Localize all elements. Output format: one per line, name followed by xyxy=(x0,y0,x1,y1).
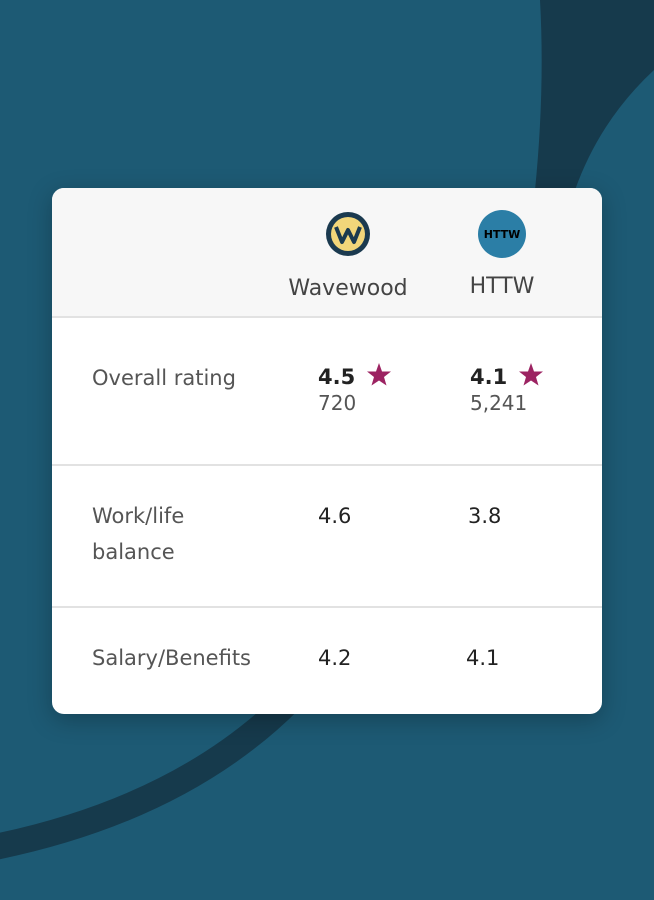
rating-cell: 4.5 720 xyxy=(318,362,392,415)
rating-cell: 4.1 5,241 xyxy=(470,362,544,415)
row-label: Overall rating xyxy=(92,366,236,390)
bg-arc xyxy=(0,690,300,860)
value: 4.2 xyxy=(318,646,352,670)
rating: 4.1 xyxy=(470,365,508,389)
value: 4.6 xyxy=(318,504,352,528)
company-name: Wavewood xyxy=(288,276,408,301)
star-icon xyxy=(519,363,544,386)
row-label: Salary/Benefits xyxy=(92,646,251,670)
value: 4.1 xyxy=(466,646,500,670)
star-icon xyxy=(367,363,392,386)
company-name: HTTW xyxy=(469,274,535,299)
logo-text: HTTW xyxy=(484,228,521,241)
row-label: Work/life balance xyxy=(92,504,185,564)
review-count: 5,241 xyxy=(470,391,528,415)
rating: 4.5 xyxy=(318,365,356,389)
table-row: Salary/Benefits 4.2 4.1 xyxy=(52,608,602,714)
comparison-card: HTTW Wavewood HTTW Overall rating 4.5 72… xyxy=(52,188,602,714)
table-row: Work/life balance 4.6 3.8 xyxy=(52,466,602,608)
httw-logo: HTTW xyxy=(478,210,526,258)
table-row: Overall rating 4.5 720 4.1 5,241 xyxy=(52,318,602,466)
review-count: 720 xyxy=(318,391,357,415)
header: HTTW Wavewood HTTW xyxy=(52,188,602,318)
value: 3.8 xyxy=(468,504,502,528)
bg-shape xyxy=(535,0,654,190)
wavewood-logo xyxy=(326,212,370,256)
